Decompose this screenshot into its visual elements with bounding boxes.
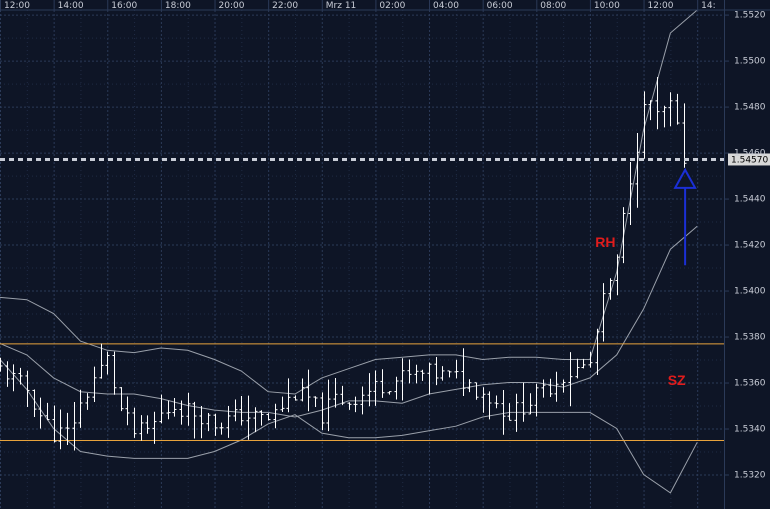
band-mid-line [0,225,698,418]
x-tick-label: 14: [701,1,715,11]
current-price-tag [728,153,770,166]
y-tick-label: 1.5320 [734,471,766,481]
y-tick-label: 1.5360 [734,379,766,389]
arrow-head [673,167,697,189]
x-tick-label: 12:00 [648,1,674,11]
y-tick-label: 1.5340 [734,425,766,435]
y-tick-label: 1.5400 [734,287,766,297]
x-tick-label: 18:00 [165,1,191,11]
x-tick-label: 12:00 [4,1,30,11]
x-tick-label: 16:00 [111,1,137,11]
annotation-rh: RH [595,234,615,250]
y-tick-label: 1.5520 [734,11,766,21]
overlays: 1.54570 RH SZ [0,153,770,388]
bollinger-bands [0,9,698,494]
x-tick-label: 06:00 [487,1,513,11]
current-price-label: 1.54570 [731,155,768,165]
x-tick-label: 14:00 [58,1,84,11]
x-tick-label: 22:00 [272,1,298,11]
y-tick-label: 1.5500 [734,57,766,67]
x-tick-label: 02:00 [379,1,405,11]
band-upper-line [0,9,698,395]
x-tick-label: 20:00 [219,1,245,11]
y-tick-label: 1.5440 [734,195,766,205]
y-tick-label: 1.5420 [734,241,766,251]
y-tick-label: 1.5460 [734,149,766,159]
y-tick-label: 1.5380 [734,333,766,343]
horizontal-levels [0,343,724,442]
grid [0,10,725,509]
price-bars [0,76,687,451]
y-tick-label: 1.5480 [734,103,766,113]
x-tick-label: 10:00 [594,1,620,11]
band-lower-line [0,359,698,494]
x-tick-label: Mrz 11 [326,1,357,11]
x-tick-label: 08:00 [540,1,566,11]
annotation-sz: SZ [668,372,686,388]
x-tick-label: 04:00 [433,1,459,11]
x-axis-band [0,0,770,10]
